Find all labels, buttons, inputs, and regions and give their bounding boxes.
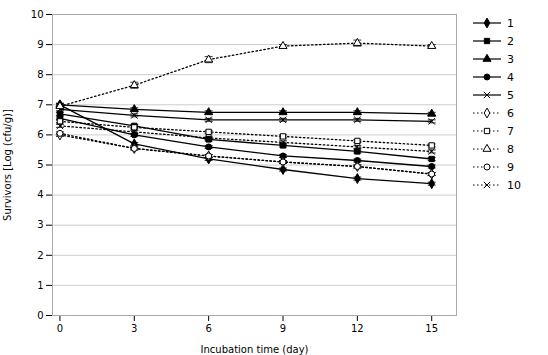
svg-text:7: 7 bbox=[37, 99, 43, 110]
html-text:5: 5 bbox=[507, 88, 514, 102]
html-text:3: 3 bbox=[507, 52, 514, 66]
svg-text:3: 3 bbox=[131, 323, 137, 334]
svg-text:1: 1 bbox=[37, 280, 43, 291]
svg-text:0: 0 bbox=[37, 310, 43, 321]
svg-text:10: 10 bbox=[31, 9, 44, 20]
svg-text:9: 9 bbox=[280, 323, 286, 334]
svg-text:6: 6 bbox=[37, 129, 43, 140]
html-text:1: 1 bbox=[507, 16, 514, 30]
html-text:6: 6 bbox=[507, 106, 514, 120]
svg-text:6: 6 bbox=[205, 323, 211, 334]
svg-text:Incubation time (day): Incubation time (day) bbox=[201, 344, 309, 355]
svg-text:15: 15 bbox=[425, 323, 438, 334]
svg-text:4: 4 bbox=[37, 189, 43, 200]
html-text:9: 9 bbox=[507, 160, 514, 174]
svg-text:8: 8 bbox=[37, 69, 43, 80]
svg-text:Survivors [Log (cfu/g)]: Survivors [Log (cfu/g)] bbox=[2, 109, 13, 221]
html-text:7: 7 bbox=[507, 124, 514, 138]
svg-text:0: 0 bbox=[57, 323, 63, 334]
svg-text:2: 2 bbox=[37, 250, 43, 261]
html-text:2: 2 bbox=[507, 34, 514, 48]
svg-text:3: 3 bbox=[37, 219, 43, 230]
svg-text:9: 9 bbox=[37, 39, 43, 50]
html-text:10: 10 bbox=[507, 178, 521, 192]
html-text:4: 4 bbox=[507, 70, 514, 84]
html-text:8: 8 bbox=[507, 142, 514, 156]
svg-text:12: 12 bbox=[351, 323, 364, 334]
svg-text:5: 5 bbox=[37, 159, 43, 170]
